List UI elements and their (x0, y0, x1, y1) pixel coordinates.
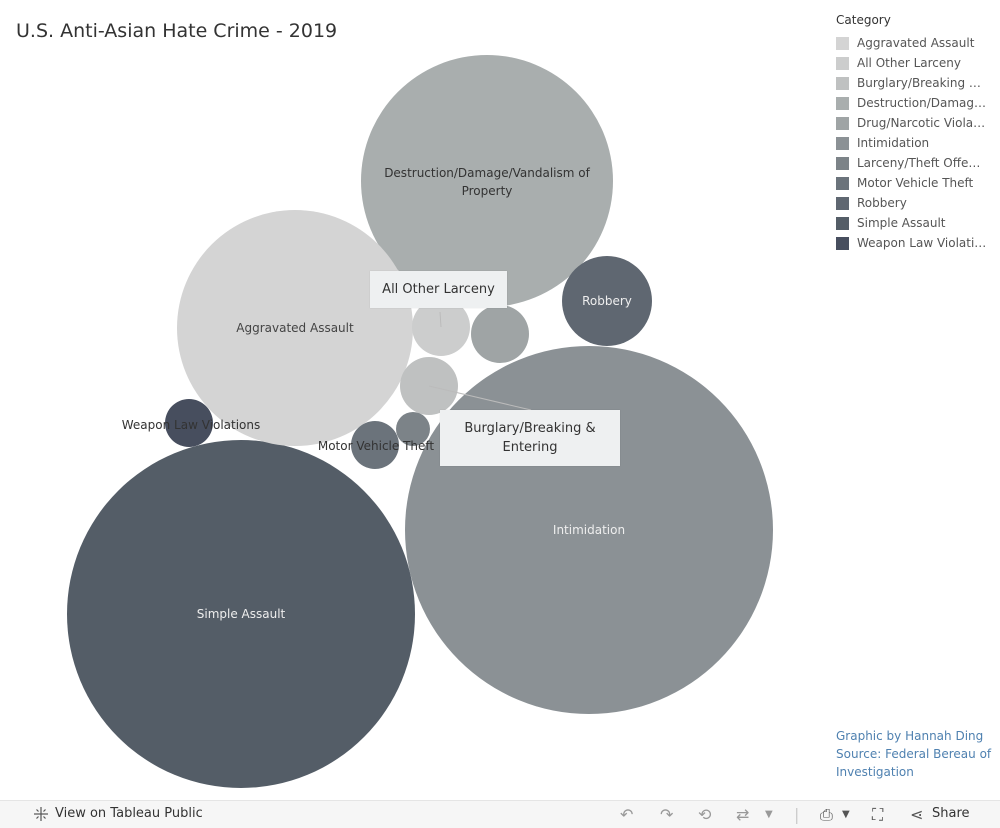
chevron-down-icon[interactable]: ▼ (765, 809, 773, 820)
bubble-label: Destruction/Damage/Vandalism of Property (384, 166, 590, 198)
view-on-tableau-label: View on Tableau Public (55, 806, 203, 821)
legend-label: Destruction/Damage... (857, 96, 987, 110)
callout-label: Burglary/Breaking & Entering (464, 421, 596, 455)
legend-item[interactable]: Weapon Law Violatio... (836, 233, 996, 253)
bubble-label: Motor Vehicle Theft (318, 439, 435, 453)
bubble-label: Weapon Law Violations (122, 418, 261, 432)
legend-swatch (836, 96, 849, 110)
credit-note[interactable]: Graphic by Hannah Ding Source: Federal B… (836, 727, 991, 781)
share-label[interactable]: Share (932, 806, 970, 821)
legend-item[interactable]: Destruction/Damage... (836, 93, 996, 113)
legend-item[interactable]: All Other Larceny (836, 53, 996, 73)
legend-item[interactable]: Simple Assault (836, 213, 996, 233)
legend-label: Robbery (857, 196, 907, 210)
legend-item[interactable]: Aggravated Assault (836, 33, 996, 53)
legend-label: All Other Larceny (857, 56, 961, 70)
legend-swatch (836, 76, 849, 90)
callout-burglary: Burglary/Breaking & Entering (440, 410, 620, 466)
tableau-toolbar: View on Tableau Public ↶ ↷ ⟲ ⇄ ▼ | ⎙ ▼ ⛶… (0, 800, 1000, 828)
credit-line: Investigation (836, 765, 914, 779)
revert-icon[interactable]: ⟲ (698, 805, 712, 824)
legend-label: Motor Vehicle Theft (857, 176, 974, 190)
legend-swatch (836, 156, 849, 170)
bubble-simple-assault[interactable] (67, 440, 415, 788)
legend-label: Simple Assault (857, 216, 946, 230)
legend-item[interactable]: Larceny/Theft Offen... (836, 153, 996, 173)
bubble-aggravated-assault[interactable] (177, 210, 413, 446)
legend: Category Aggravated Assault All Other Lar… (836, 13, 996, 253)
legend-swatch (836, 196, 849, 210)
tableau-logo-icon (34, 806, 48, 821)
legend-item[interactable]: Intimidation (836, 133, 996, 153)
bubble-weapon-law-violations[interactable] (165, 399, 213, 447)
legend-item[interactable]: Burglary/Breaking & ... (836, 73, 996, 93)
bubble-motor-vehicle-theft[interactable] (351, 421, 399, 469)
legend-swatch (836, 216, 849, 230)
legend-label: Drug/Narcotic Violat... (857, 116, 987, 130)
callout-leader-line (428, 385, 532, 411)
legend-item[interactable]: Motor Vehicle Theft (836, 173, 996, 193)
redo-icon[interactable]: ↷ (660, 805, 674, 824)
credit-line: Source: Federal Bereau of (836, 747, 992, 761)
bubble-label: Simple Assault (197, 607, 286, 621)
legend-label: Burglary/Breaking & ... (857, 76, 987, 90)
legend-label: Aggravated Assault (857, 36, 975, 50)
view-on-tableau-link[interactable]: View on Tableau Public (34, 806, 203, 821)
legend-swatch (836, 56, 849, 70)
legend-swatch (836, 236, 849, 250)
bubble-label: Robbery (582, 294, 632, 308)
fullscreen-icon[interactable]: ⛶ (872, 805, 884, 824)
legend-swatch (836, 116, 849, 130)
legend-label: Larceny/Theft Offen... (857, 156, 987, 170)
callout-leader-line (439, 311, 442, 328)
callout-all-other-larceny: All Other Larceny (370, 271, 507, 308)
bubble-robbery[interactable] (562, 256, 652, 346)
bubble-larceny-theft-offenses[interactable] (396, 412, 430, 446)
chevron-down-icon[interactable]: ▼ (842, 809, 850, 820)
legend-label: Weapon Law Violatio... (857, 236, 987, 250)
legend-item[interactable]: Robbery (836, 193, 996, 213)
bubble-drug-narcotic-violations[interactable] (471, 305, 529, 363)
undo-icon[interactable]: ↶ (620, 805, 634, 824)
callout-label: All Other Larceny (382, 282, 495, 297)
chart-title: U.S. Anti-Asian Hate Crime - 2019 (16, 20, 338, 42)
legend-item[interactable]: Drug/Narcotic Violat... (836, 113, 996, 133)
bubble-label: Aggravated Assault (236, 321, 354, 335)
refresh-icon[interactable]: ⇄ (736, 805, 750, 824)
bubble-label: Intimidation (553, 523, 625, 537)
divider: | (794, 805, 800, 824)
legend-label: Intimidation (857, 136, 930, 150)
legend-title: Category (836, 13, 891, 27)
legend-swatch (836, 176, 849, 190)
download-icon[interactable]: ⎙ (820, 805, 833, 824)
legend-swatch (836, 36, 849, 50)
share-icon[interactable]: ⋖ (910, 805, 924, 824)
credit-line: Graphic by Hannah Ding (836, 729, 984, 743)
legend-swatch (836, 136, 849, 150)
bubble-destruction-damage-vandalism-of-property[interactable] (361, 55, 613, 307)
